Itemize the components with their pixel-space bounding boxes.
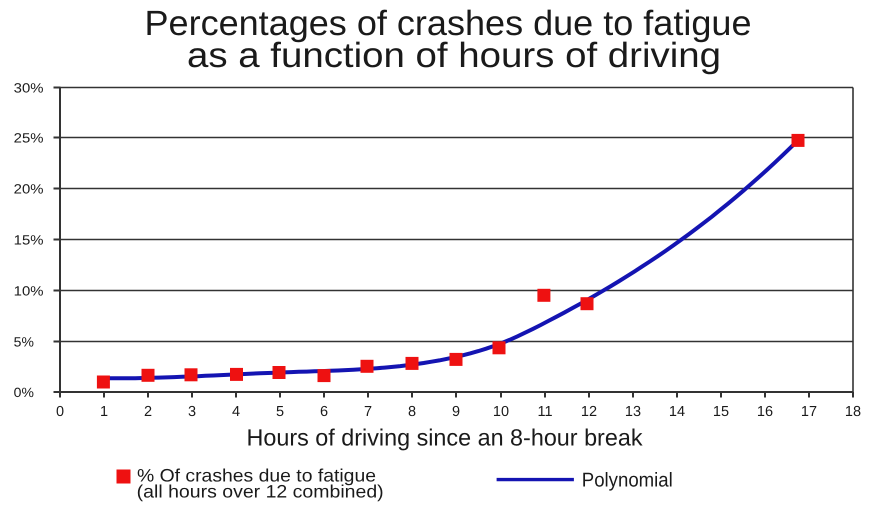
svg-text:10: 10 bbox=[493, 404, 509, 420]
svg-text:7: 7 bbox=[364, 404, 372, 420]
svg-text:11: 11 bbox=[537, 404, 552, 420]
svg-text:17: 17 bbox=[801, 404, 817, 420]
svg-text:6: 6 bbox=[320, 404, 328, 420]
svg-text:15%: 15% bbox=[14, 233, 44, 248]
svg-text:% Of crashes due to fatigue: % Of crashes due to fatigue bbox=[137, 465, 376, 485]
svg-text:5%: 5% bbox=[14, 335, 34, 350]
svg-text:Polynomial: Polynomial bbox=[582, 470, 673, 492]
svg-text:10%: 10% bbox=[14, 284, 44, 299]
svg-text:5: 5 bbox=[276, 404, 284, 420]
svg-text:as a function of hours of driv: as a function of hours of driving bbox=[187, 36, 721, 75]
svg-text:9: 9 bbox=[452, 404, 460, 420]
svg-text:20%: 20% bbox=[14, 182, 44, 197]
svg-text:12: 12 bbox=[581, 404, 597, 420]
svg-text:18: 18 bbox=[845, 404, 861, 420]
svg-text:0%: 0% bbox=[14, 385, 34, 400]
svg-text:4: 4 bbox=[232, 404, 240, 420]
svg-text:25%: 25% bbox=[14, 131, 44, 146]
svg-text:2: 2 bbox=[144, 404, 152, 420]
svg-text:1: 1 bbox=[100, 404, 108, 420]
svg-text:8: 8 bbox=[408, 404, 416, 420]
svg-text:13: 13 bbox=[625, 404, 641, 420]
svg-text:3: 3 bbox=[188, 404, 196, 420]
svg-text:0: 0 bbox=[56, 404, 64, 420]
svg-text:15: 15 bbox=[713, 404, 729, 420]
svg-text:Hours of driving since an 8-ho: Hours of driving since an 8-hour break bbox=[247, 425, 643, 451]
svg-text:(all hours over 12 combined): (all hours over 12 combined) bbox=[137, 482, 384, 502]
svg-text:30%: 30% bbox=[14, 81, 44, 96]
svg-text:16: 16 bbox=[757, 404, 773, 420]
svg-text:14: 14 bbox=[669, 404, 685, 420]
svg-text:Percentages of crashes due to: Percentages of crashes due to fatigue bbox=[145, 4, 752, 43]
